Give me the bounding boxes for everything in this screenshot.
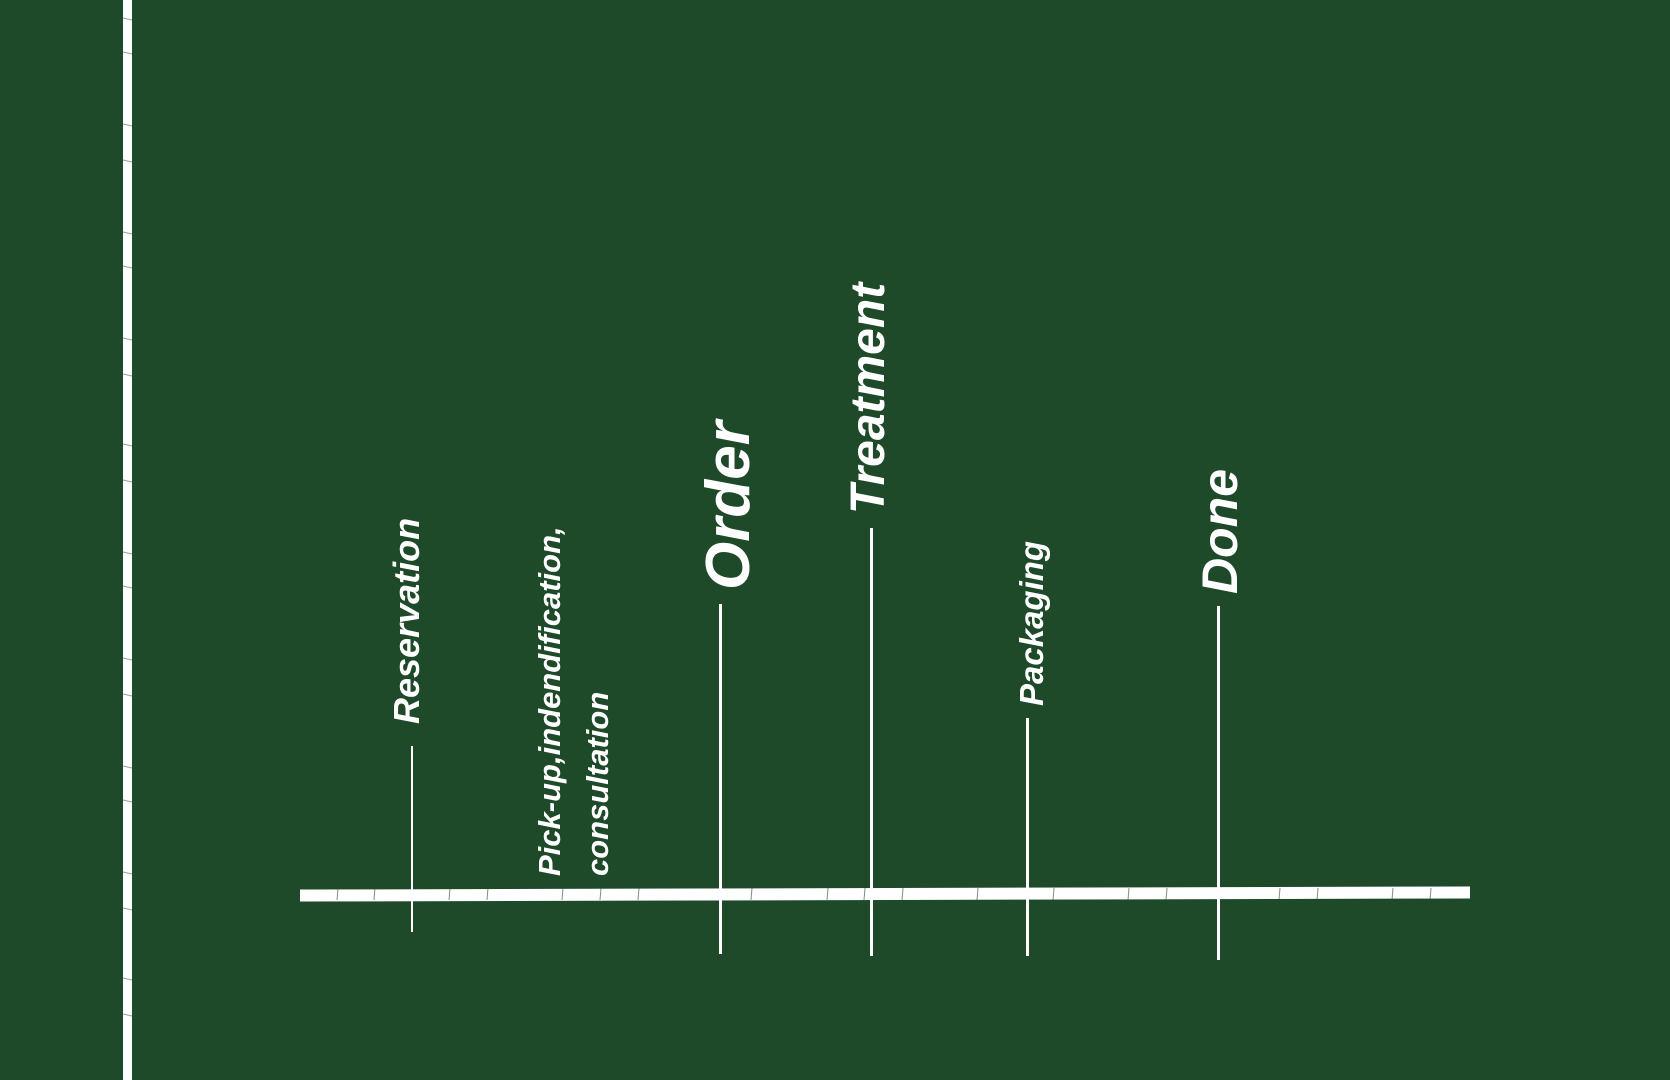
step-label-reservation: Reservation (386, 517, 427, 724)
treatment-stem (870, 528, 873, 956)
reservation-stem (411, 746, 413, 932)
step-label-order: Order (694, 421, 763, 590)
step-label-treatment: Treatment (842, 282, 895, 514)
left-vertical-bar (123, 0, 132, 1080)
packaging-stem (1026, 718, 1029, 956)
step-label-pickup: Pick-up,indendification, consultation (532, 526, 616, 876)
step-label-done: Done (1192, 469, 1248, 594)
done-stem (1217, 606, 1220, 960)
step-label-packaging: Packaging (1013, 540, 1050, 706)
order-stem (719, 604, 722, 954)
